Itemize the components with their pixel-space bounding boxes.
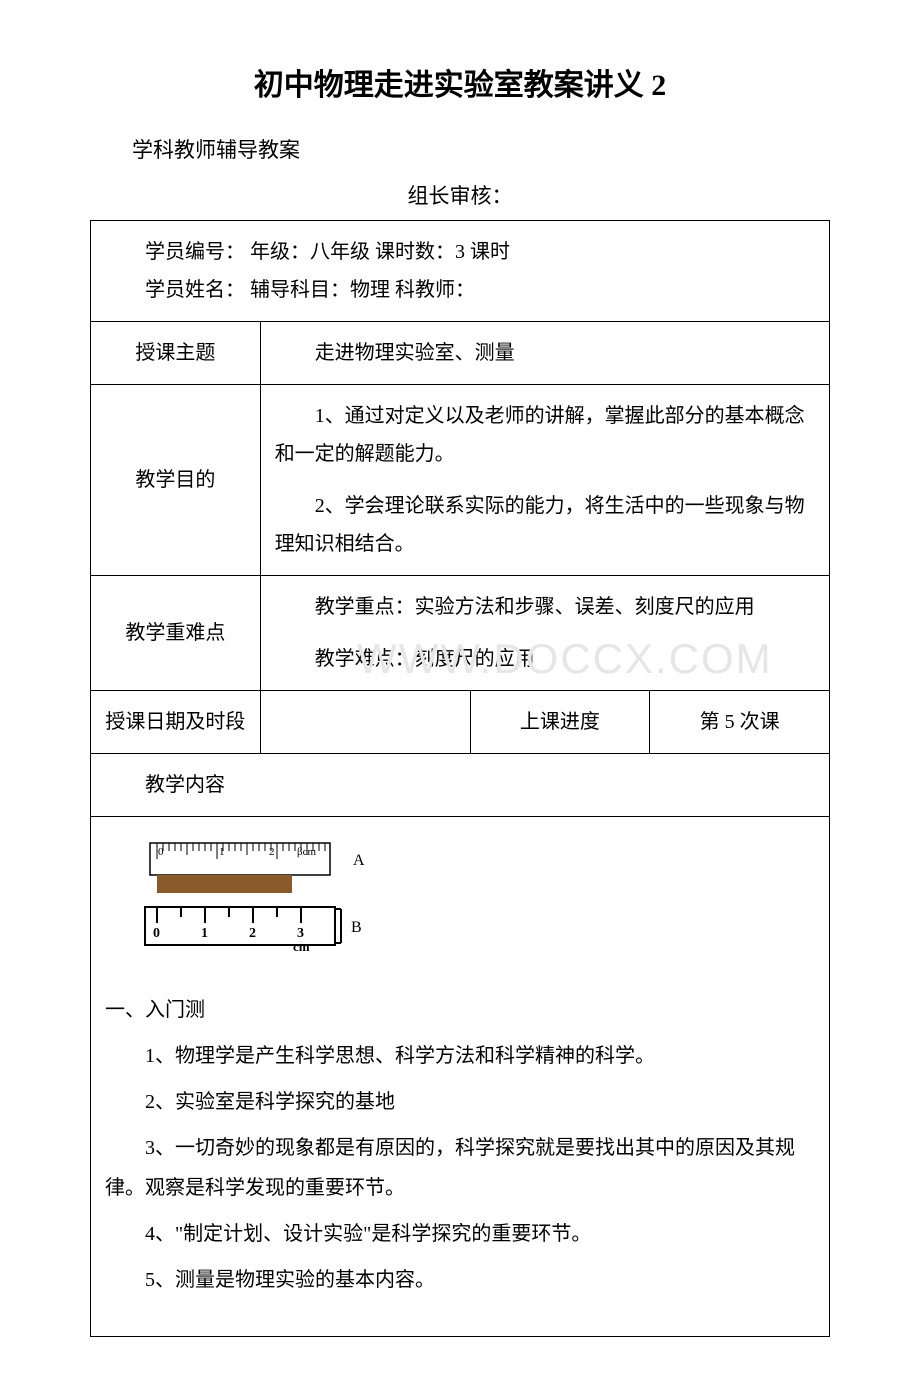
section-1-p2: 2、实验室是科学探究的基地: [105, 1082, 815, 1122]
progress-label: 上课进度: [470, 691, 650, 754]
progress-value: 第 5 次课: [650, 691, 830, 754]
content-label: 教学内容: [105, 766, 815, 804]
page-title: 初中物理走进实验室教案讲义 2: [90, 60, 830, 104]
date-value: [260, 691, 470, 754]
section-1-heading: 一、入门测: [105, 990, 815, 1030]
ruler-figure: 0 1 2 βcm A: [125, 837, 815, 980]
topic-value-text: 走进物理实验室、测量: [275, 334, 815, 372]
content-body: 0 1 2 βcm A: [91, 817, 830, 1337]
difficulty-line-2: 教学难点：刻度尺的应用 WWW.DOCCX.COM: [275, 640, 815, 678]
measured-object: [157, 875, 292, 893]
content-label-cell: 教学内容: [91, 754, 830, 817]
ruler-b-unit: cm: [293, 939, 310, 954]
goal-line-1: 1、通过对定义以及老师的讲解，掌握此部分的基本概念和一定的解题能力。: [275, 397, 815, 473]
ruler-a-num-1: 1: [219, 846, 225, 858]
goal-value: 1、通过对定义以及老师的讲解，掌握此部分的基本概念和一定的解题能力。 2、学会理…: [260, 385, 829, 576]
difficulty-line-1: 教学重点：实验方法和步骤、误差、刻度尺的应用: [275, 588, 815, 626]
lesson-table: 学员编号： 年级：八年级 课时数：3 课时 学员姓名： 辅导科目：物理 科教师：…: [90, 220, 830, 1337]
ruler-a-letter: A: [353, 852, 365, 869]
ruler-svg: 0 1 2 βcm A: [125, 837, 385, 967]
ruler-b-ticks: [157, 907, 301, 923]
student-name-line: 学员姓名： 辅导科目：物理 科教师：: [105, 271, 815, 309]
ruler-b-letter: B: [351, 919, 362, 936]
ruler-a-num-2: 2: [269, 846, 275, 858]
section-1-p4: 4、"制定计划、设计实验"是科学探究的重要环节。: [105, 1214, 815, 1254]
difficulty-line-2-text: 教学难点：刻度尺的应用: [315, 648, 535, 670]
goal-line-2: 2、学会理论联系实际的能力，将生活中的一些现象与物理知识相结合。: [275, 487, 815, 563]
difficulty-value: 教学重点：实验方法和步骤、误差、刻度尺的应用 教学难点：刻度尺的应用 WWW.D…: [260, 576, 829, 691]
topic-value: 走进物理实验室、测量: [260, 322, 829, 385]
section-1-p1: 1、物理学是产生科学思想、科学方法和科学精神的科学。: [105, 1036, 815, 1076]
ruler-a-unit: βcm: [297, 846, 316, 858]
subtitle: 学科教师辅导教案: [90, 134, 830, 164]
ruler-b-num-1: 1: [201, 926, 208, 941]
ruler-b-num-0: 0: [153, 926, 160, 941]
topic-label: 授课主题: [91, 322, 261, 385]
goal-label: 教学目的: [91, 385, 261, 576]
ruler-a-num-0: 0: [158, 846, 164, 858]
date-label: 授课日期及时段: [91, 691, 261, 754]
ruler-b-num-2: 2: [249, 926, 256, 941]
difficulty-label: 教学重难点: [91, 576, 261, 691]
header-cell: 学员编号： 年级：八年级 课时数：3 课时 学员姓名： 辅导科目：物理 科教师：: [91, 221, 830, 322]
reviewer-line: 组长审核：: [90, 180, 830, 210]
section-1-p3: 3、一切奇妙的现象都是有原因的，科学探究就是要找出其中的原因及其规律。观察是科学…: [105, 1128, 815, 1208]
section-1-p5: 5、测量是物理实验的基本内容。: [105, 1260, 815, 1300]
student-id-line: 学员编号： 年级：八年级 课时数：3 课时: [105, 233, 815, 271]
